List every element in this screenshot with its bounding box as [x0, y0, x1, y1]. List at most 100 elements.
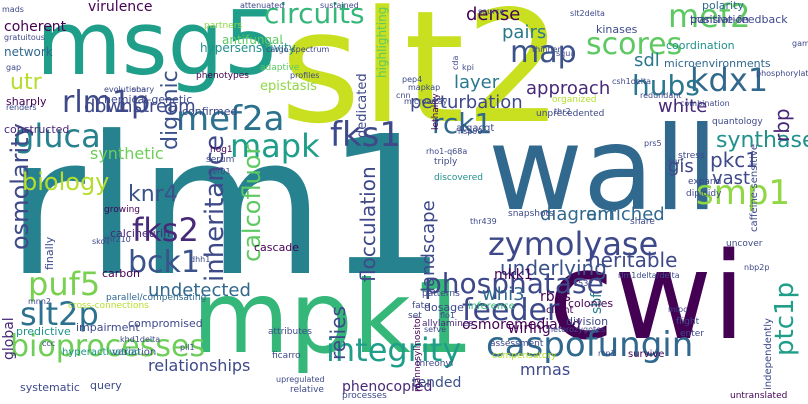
word-epistasis: antifungal — [222, 33, 283, 47]
word-wall: wall — [488, 102, 719, 237]
word-serve: flo1 — [440, 311, 456, 320]
word-mads: ficarro — [272, 351, 301, 361]
word-rbps: whi3 — [482, 284, 525, 305]
word-inheritance: rck1 — [432, 107, 493, 140]
word-carbon: calcineurin — [110, 227, 171, 240]
word-cargo-spectrum: profiles — [290, 71, 320, 80]
word-flight: enter — [680, 329, 705, 339]
word-scores: scores — [586, 27, 683, 62]
word-osmolarity: ptc1p — [770, 281, 800, 356]
word-slt2: slt2 — [280, 0, 564, 158]
word-mapkap: serve — [424, 325, 447, 334]
word-colonies: inference — [468, 301, 515, 312]
word-rcn2: pil1 — [180, 343, 195, 352]
word-synthase: sdl — [634, 50, 660, 71]
word-snapshots: triply — [434, 157, 458, 167]
word-rlm1p: rlm1p — [62, 85, 151, 120]
word-growing: snapshots — [508, 209, 554, 219]
word-lethality: atgacgt — [456, 123, 495, 134]
word-puf5: bck1 — [128, 245, 200, 280]
word-profiles: source — [478, 7, 505, 16]
word-layer: dense — [466, 4, 521, 25]
word-smp1: feeder — [462, 293, 560, 328]
word-da-bo: upregulated — [276, 375, 325, 384]
word-antifungal: hypersensitivity — [200, 41, 296, 55]
word-mef2: mef2 — [668, 0, 751, 35]
word-combination: cargo-spectrum — [266, 45, 330, 54]
word-sustained: gratuitous — [4, 33, 45, 42]
word-variation: systematic — [20, 381, 80, 394]
word-mnn2: khd1delta — [120, 335, 161, 344]
word-msg5: msg5 — [36, 0, 280, 95]
word-patterns: attributes — [268, 327, 312, 337]
word-kdx1: smp1 — [696, 173, 791, 213]
word-allylamines: assessment — [490, 339, 544, 349]
word-mapk: mapk — [230, 127, 320, 165]
word-threonyl: processes — [342, 391, 387, 401]
word-renders: gap — [6, 63, 22, 72]
word-ser01: hsp90 — [458, 127, 483, 136]
word-heritable: white — [658, 96, 708, 117]
word-dedicated: epistasis — [260, 79, 317, 94]
word-tended: phenocopied — [342, 379, 433, 395]
word-whi3: mkk1 — [494, 267, 533, 283]
word-flo1: set — [408, 311, 422, 321]
word-khd1delta: sko1 — [92, 237, 111, 246]
word-assessment: compensatory — [492, 351, 557, 361]
word-feeder: slt2p — [20, 295, 99, 333]
word-gis: pkc1 — [710, 148, 758, 172]
word-compromised: carbon — [102, 267, 140, 280]
word-bck1: fks2 — [132, 211, 199, 249]
word-relative: untranslated — [730, 391, 788, 401]
word-mrnas: synthetic — [90, 144, 164, 163]
word-cnn: thr2 — [554, 107, 571, 116]
word-wiring: osmoremediated — [462, 317, 581, 333]
word-utr: biology — [22, 168, 110, 196]
word-csh1delta: slt2delta — [570, 9, 605, 18]
word-share: diploidy — [686, 189, 722, 199]
word-gratuitous: mads — [2, 5, 24, 14]
word-confirmed: chemical-genetic — [98, 93, 193, 106]
word-gamma: csh1delta — [612, 77, 651, 86]
word-phosphorylated: caffeine-sensitive — [749, 143, 760, 232]
word-glucan: glucan — [14, 117, 121, 155]
word-sko1: thr210 — [104, 235, 131, 244]
word-downstream: perturbation — [410, 92, 523, 113]
word-triply: discovered — [434, 173, 483, 183]
word-dhh1: ccc — [42, 339, 56, 348]
word-survive: client — [546, 305, 574, 316]
word-mpk1: mpk1 — [192, 259, 475, 376]
word-phenotypes: adaptive — [260, 63, 300, 73]
word-caffeine-sensitive: independently — [763, 318, 774, 390]
word-zymolyase: zymolyase — [488, 225, 659, 263]
word-osmoremediated: relationships — [148, 356, 251, 375]
word-polarity: highlighting — [375, 6, 389, 78]
word-redundant: combination — [680, 99, 730, 108]
word-systematic: query — [90, 379, 122, 392]
word-chemical-genetic: constructed — [4, 123, 70, 136]
word-stress: quantology — [712, 117, 763, 127]
word-uncover: unprecedented — [536, 109, 605, 119]
word-integrity: integrity — [326, 331, 462, 369]
word-microarray: heterozygotes — [548, 325, 606, 334]
word-perturbation: undetected — [148, 280, 251, 301]
word-coherent: tended — [412, 375, 462, 391]
word-impairment: compromised — [128, 317, 203, 330]
word-map: hubs — [632, 69, 700, 102]
word-approach: pairs — [502, 22, 547, 43]
word-upregulated: cda — [451, 55, 460, 70]
word-mef2a: mef2a — [176, 99, 285, 139]
word-thr2: prs5 — [644, 139, 662, 148]
word-highlighting: dedicated — [355, 73, 370, 138]
word-parallel-compensating: cross-connections — [68, 301, 149, 311]
word-quantology: phosphorylated — [756, 69, 808, 78]
word-attenuated: sustained — [320, 1, 359, 10]
word-rho1-q68a: thr439 — [470, 217, 497, 226]
word-finally: confirmed — [182, 105, 238, 118]
word-slt2p: puf5 — [28, 265, 101, 303]
word-circuits: circuits — [264, 0, 365, 30]
word-rlm1: rlm1 — [6, 96, 448, 319]
word-dosage: serum — [206, 155, 235, 165]
word-undetected: landscape — [418, 200, 439, 292]
